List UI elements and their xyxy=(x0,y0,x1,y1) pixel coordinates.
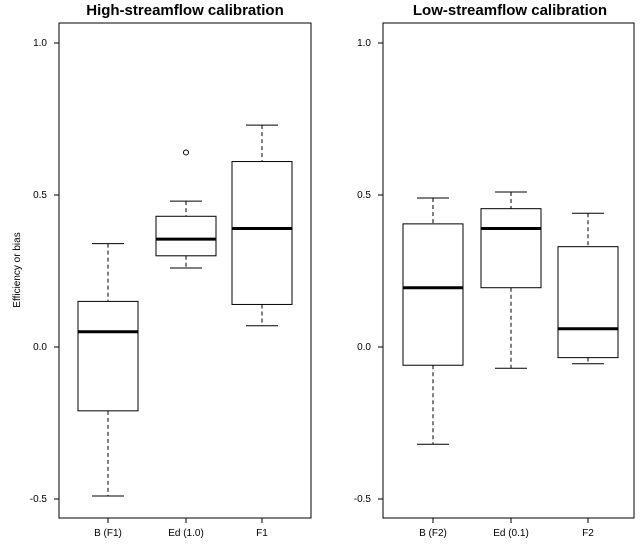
x-tick-label: B (F2) xyxy=(419,528,447,539)
y-tick-label: 1.0 xyxy=(357,38,371,49)
y-tick-label: 1.0 xyxy=(33,38,47,49)
y-axis-label: Efficiency or bias xyxy=(12,232,23,307)
x-tick-label: Ed (1.0) xyxy=(168,528,204,539)
box-iqr xyxy=(557,246,619,359)
outlier-point xyxy=(183,149,189,156)
y-tick-label: 0.0 xyxy=(357,342,371,353)
x-tick-label: F1 xyxy=(256,528,268,539)
x-tick-label: B (F1) xyxy=(94,528,122,539)
box-iqr xyxy=(231,161,293,305)
y-tick-label: 0.5 xyxy=(357,190,371,201)
y-tick-label: 0.5 xyxy=(33,190,47,201)
box-iqr xyxy=(402,223,464,366)
box-iqr xyxy=(480,208,542,289)
panel-left-frame xyxy=(58,22,312,519)
panel-right-title: Low-streamflow calibration xyxy=(413,2,607,19)
panel-left-title: High-streamflow calibration xyxy=(86,2,284,19)
panel-right-frame xyxy=(382,22,635,519)
x-tick-label: Ed (0.1) xyxy=(493,528,529,539)
y-tick-label: -0.5 xyxy=(354,494,372,505)
y-tick-label: 0.0 xyxy=(33,342,47,353)
box-iqr xyxy=(155,215,217,257)
chart-marks: -0.5 0.0 0.5 1.0 B (F1) Ed (1.0) F1 -0.5 0.0 0.5 1… xyxy=(30,38,619,539)
y-tick-label: -0.5 xyxy=(30,494,48,505)
x-tick-label: F2 xyxy=(582,528,594,539)
box-iqr xyxy=(77,300,139,412)
